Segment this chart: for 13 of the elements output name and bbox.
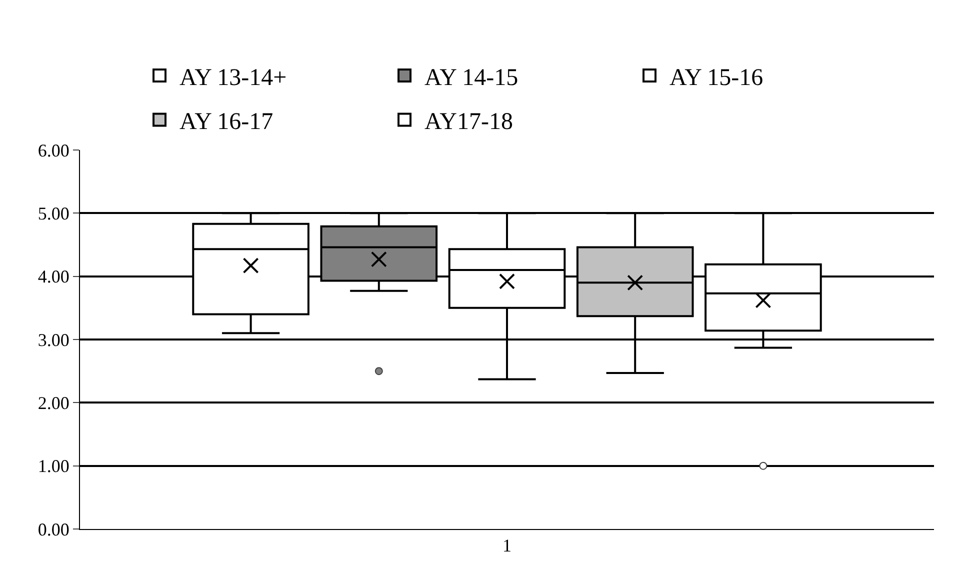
y-tick-label: 3.00: [38, 330, 70, 350]
x-tick-label: 1: [502, 536, 512, 556]
y-tick-label: 0.00: [38, 519, 70, 540]
legend-label: AY 13-14+: [180, 64, 287, 91]
y-tick-label: 4.00: [38, 266, 70, 287]
y-tick-label: 1.00: [38, 456, 70, 476]
legend-label: AY 15-16: [670, 64, 764, 91]
y-tick-label: 2.00: [38, 392, 70, 413]
legend-label: AY 14-15: [424, 64, 518, 91]
y-tick-label: 5.00: [38, 203, 70, 224]
legend-label: AY17-18: [424, 109, 513, 136]
legend-label: AY 16-17: [180, 109, 274, 136]
y-tick-label: 6.00: [38, 140, 70, 160]
